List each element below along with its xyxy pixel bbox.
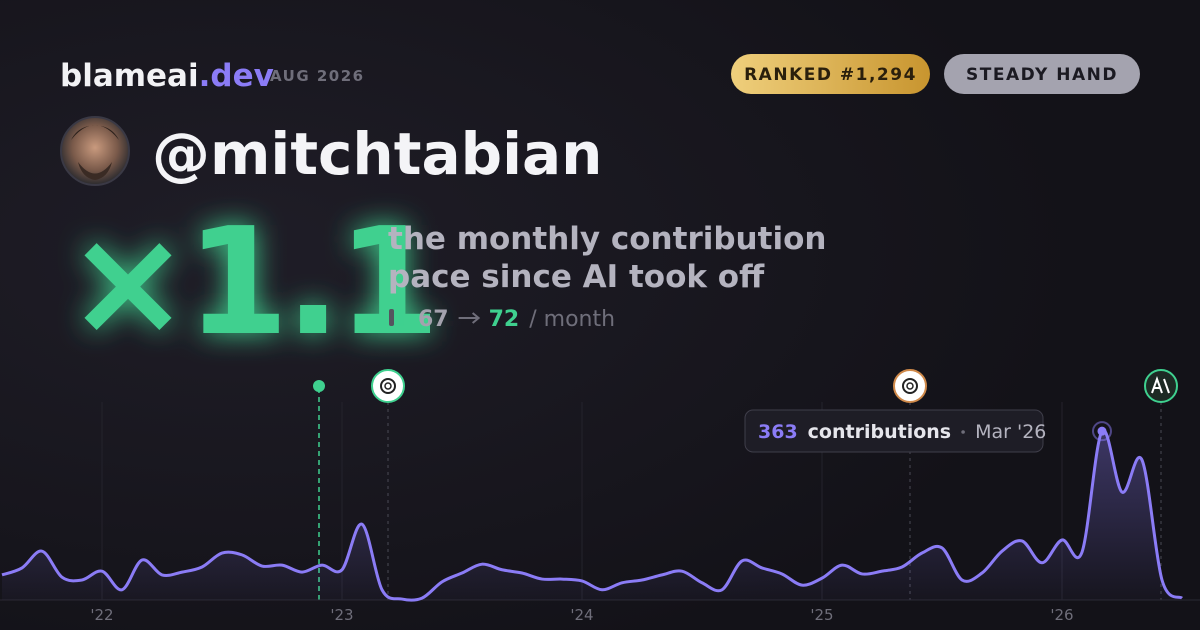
- event-icon: [893, 369, 927, 403]
- event-dot: [313, 380, 325, 392]
- event-icon: [1144, 369, 1178, 403]
- tooltip-value: 363: [758, 421, 798, 443]
- multiplier: ×1.1: [66, 196, 436, 368]
- chart: '22 '23 '24 '25 '26: [0, 402, 1200, 624]
- avatar-hair: [71, 125, 119, 140]
- before-bar: [389, 309, 394, 326]
- description-line: the monthly contribution: [388, 221, 826, 257]
- x-tick-label: '25: [810, 606, 833, 624]
- rank-badge-text: RANKED #1,294: [744, 65, 917, 85]
- tooltip-unit: contributions: [808, 421, 951, 443]
- event-icon: [371, 369, 405, 403]
- description-line: pace since AI took off: [388, 259, 765, 295]
- brand-suffix: .dev: [199, 58, 274, 94]
- x-tick-label: '26: [1050, 606, 1073, 624]
- unit: / month: [529, 307, 615, 332]
- tooltip-date: Mar '26: [975, 421, 1046, 443]
- x-tick-label: '24: [570, 606, 593, 624]
- brand: blameai: [60, 58, 199, 94]
- rank-badge: [731, 54, 930, 94]
- tooltip: [744, 409, 1044, 453]
- arrow: [458, 312, 481, 324]
- avatar-beard: [78, 162, 112, 180]
- highlight-ring: [1092, 421, 1112, 442]
- username: @mitchtabian: [152, 120, 602, 188]
- tooltip-separator: [961, 430, 965, 434]
- area: [2, 430, 1182, 601]
- period: AUG 2026: [270, 67, 365, 85]
- x-tick-label: '22: [90, 606, 113, 624]
- avatar: [60, 116, 130, 186]
- after-bar: [399, 309, 404, 326]
- style-badge: [944, 54, 1140, 94]
- before-value: 67: [418, 307, 449, 332]
- highlight-point: [1097, 426, 1107, 436]
- line: [1, 428, 1184, 602]
- style-badge-text: STEADY HAND: [966, 65, 1118, 85]
- x-tick-label: '23: [330, 606, 353, 624]
- after-value: 72: [489, 307, 520, 332]
